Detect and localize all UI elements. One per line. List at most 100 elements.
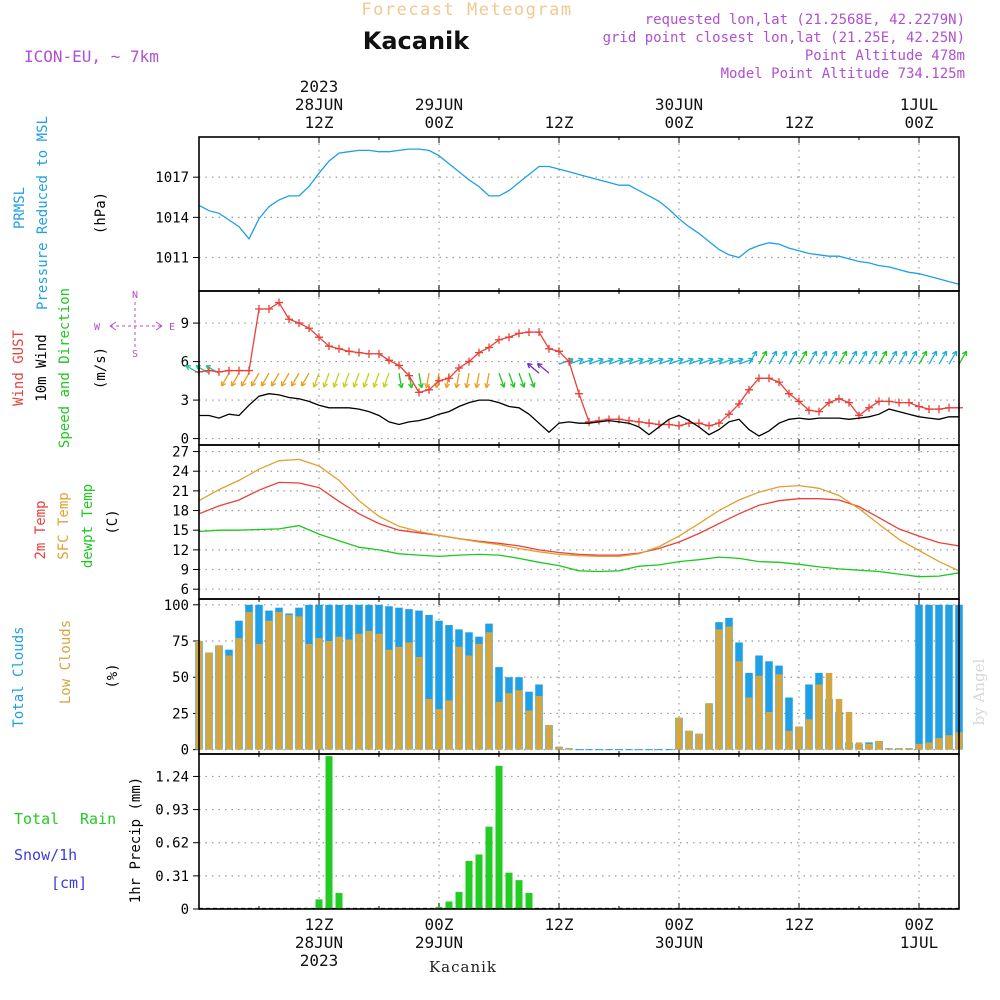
wind-direction-arrowhead (811, 350, 818, 357)
gust-point (575, 389, 583, 398)
wind-label: 10m Wind (34, 334, 50, 401)
low-clouds-bar (235, 638, 243, 750)
wind-direction-arrowhead (831, 350, 838, 357)
gust-point (365, 349, 373, 358)
gust-point (645, 419, 653, 428)
wind-direction-arrowhead (407, 382, 414, 389)
gust-point (805, 406, 813, 415)
low-clouds-bar (935, 738, 943, 750)
low-clouds-bar (895, 748, 903, 750)
wind-direction-arrow (658, 358, 674, 365)
low-clouds-bar (795, 726, 803, 750)
low-clouds-bar (805, 719, 813, 750)
wind-direction-arrow (537, 362, 550, 374)
wind-direction-arrowhead (628, 357, 634, 364)
wind-direction-arrowhead (519, 382, 526, 388)
gust-point (835, 394, 843, 403)
wind-direction-arrow (958, 350, 968, 365)
wind-direction-arrow (518, 372, 525, 388)
panel-frame (198, 753, 960, 910)
wind-direction-arrowhead (444, 382, 451, 389)
snow-unit: [cm] (51, 874, 87, 892)
wind-direction-arrow (838, 350, 848, 365)
wind-direction-arrowhead (454, 382, 461, 389)
wind-direction-arrow (868, 350, 878, 365)
gust-point (715, 419, 723, 428)
gust-point (315, 333, 323, 342)
top-time-label: 30JUN (655, 95, 703, 114)
total-clouds-bar (435, 620, 443, 750)
gust-point (665, 420, 673, 429)
wind-direction-arrow (778, 350, 788, 365)
wind-direction-arrow (313, 372, 320, 388)
gust-point (755, 374, 763, 383)
wind-direction-arrow (475, 373, 480, 389)
y-tick-label: 0.62 (155, 836, 189, 852)
low-clouds-bar (545, 725, 553, 750)
clouds-panel: 0 25 50 75 100 (164, 598, 963, 759)
low-clouds-bar (385, 649, 393, 750)
wind-direction-arrow (363, 372, 370, 388)
rain-bar (435, 906, 443, 909)
wind-direction-arrow (398, 373, 403, 389)
low-clouds-bar (945, 735, 953, 750)
info-line-3: Point Altitude 478m (805, 48, 965, 64)
low-clouds-bar (765, 711, 773, 750)
panel-frame (198, 136, 960, 292)
gust-point (235, 366, 243, 375)
low-clouds-bar (265, 620, 273, 750)
gust-point (945, 403, 953, 412)
gust-point (445, 374, 453, 383)
y-tick-label: 1011 (155, 251, 189, 267)
low-clouds-bar (695, 733, 703, 750)
rain-bar (465, 860, 473, 909)
total-clouds-label: Total Clouds (11, 626, 27, 727)
snow-label: Snow/1h (14, 846, 77, 864)
wind-direction-arrow (798, 350, 808, 365)
wind-direction-arrow (918, 350, 928, 365)
wind-direction-arrow (465, 373, 470, 389)
compass-east: E (169, 322, 175, 333)
wind-direction-arrow (638, 358, 654, 365)
y-tick-label: 1.24 (155, 769, 189, 785)
low-clouds-bar (715, 629, 723, 750)
gust-point (395, 361, 403, 370)
wind-direction-arrowhead (312, 382, 319, 388)
wind-direction-arrow (848, 350, 858, 365)
wind-direction-arrow (758, 350, 768, 365)
wind-direction-arrowhead (280, 381, 287, 387)
wind-direction-arrowhead (240, 381, 247, 387)
wind-direction-arrowhead (424, 382, 431, 389)
wind-direction-arrowhead (648, 357, 654, 364)
pressure-unit: (hPa) (93, 192, 109, 234)
gust-point (865, 403, 873, 412)
gust-point (915, 402, 923, 411)
low-clouds-bar (685, 730, 693, 750)
low-clouds-bar (815, 684, 823, 750)
temp2m-line (198, 481, 960, 556)
rain-bar (505, 872, 513, 909)
wind-direction-arrowhead (911, 350, 918, 357)
top-time-label: 1JUL (900, 95, 939, 114)
gust-point (415, 388, 423, 397)
wind-direction-arrowhead (881, 350, 888, 357)
wind-direction-arrow (508, 372, 515, 388)
y-tick-label: 24 (172, 464, 189, 480)
wind-direction-arrow (668, 358, 684, 365)
gust-point (205, 366, 213, 375)
wind-direction-arrowhead (332, 382, 339, 388)
y-tick-label: 50 (172, 670, 189, 686)
y-tick-label: 100 (164, 598, 189, 614)
low-clouds-bar (475, 643, 483, 750)
low-clouds-bar (325, 641, 333, 750)
wind-direction-arrowhead (698, 357, 704, 364)
gust-point (335, 344, 343, 353)
y-tick-label: 6 (181, 355, 189, 371)
wind-direction-arrowhead (342, 382, 349, 388)
wind-direction-arrow (418, 373, 423, 389)
wind-direction-arrow (568, 358, 584, 365)
rain-bar (445, 901, 453, 909)
wind-direction-arrowhead (668, 357, 674, 364)
sfctemp-label: SFC Temp (56, 492, 72, 559)
